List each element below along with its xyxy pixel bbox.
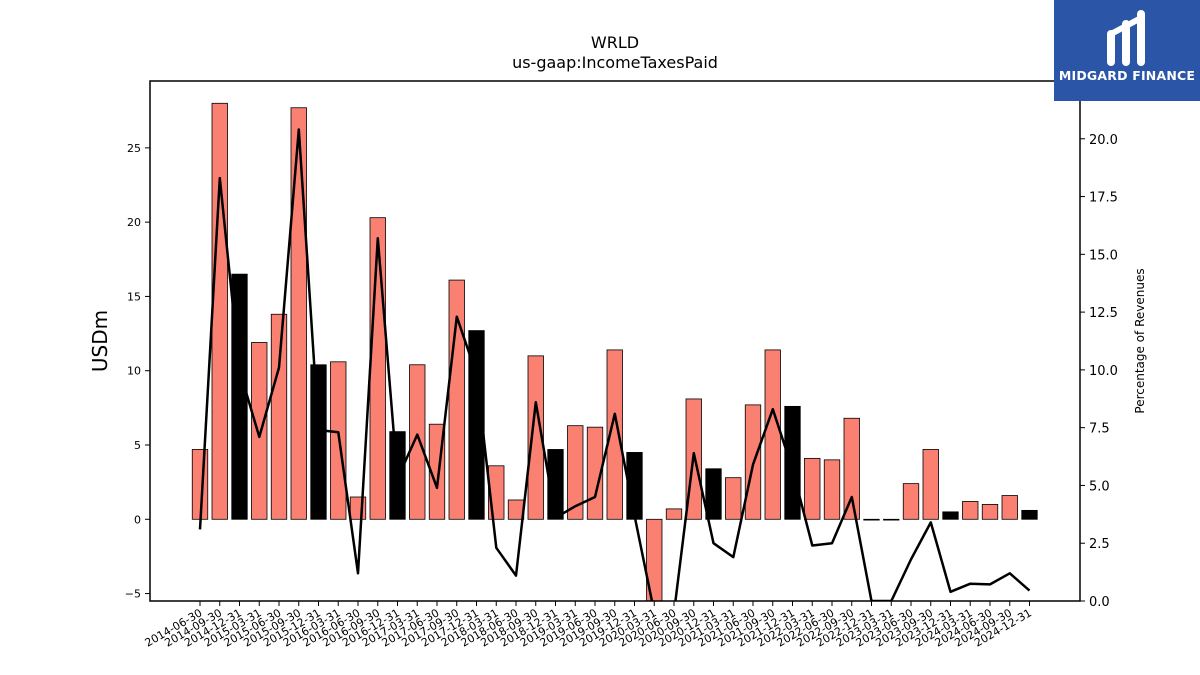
logo-text: MIDGARD FINANCE [1058,68,1196,83]
y-tick-label: 0 [134,513,141,526]
plot-frame [149,80,1081,602]
y2-tick-label: 10.0 [1089,364,1118,379]
y2-tick-label: 15.0 [1089,248,1118,263]
bar [290,107,307,520]
bar [902,483,920,520]
bar [863,518,880,521]
y2-tick-label: 5.0 [1089,479,1110,494]
bar [1021,509,1038,520]
bar [606,349,623,520]
y-tick-label: 10 [127,365,141,378]
bar [369,217,386,520]
y2-tick-label: 2.5 [1089,537,1110,552]
bar [468,330,485,520]
bar [310,364,327,520]
bar [725,477,742,520]
percentage-line-series [198,128,1031,601]
midgard-logo-icon [1107,10,1145,66]
bar [251,342,268,520]
bar [409,364,426,520]
x-axis: 2014-06-302014-09-302014-12-312015-03-31… [143,601,1034,650]
bar [922,449,939,520]
bar [270,313,288,520]
y-tick-label: 5 [134,439,141,452]
y-axis-label: USDm [88,310,112,372]
bar [665,508,683,520]
y-tick-label: 20 [127,216,141,229]
y-tick-label: 25 [127,142,141,155]
y2-tick-label: 17.5 [1089,191,1118,206]
bar [804,457,821,520]
bar [962,501,979,520]
bar [843,417,860,520]
bar [764,349,781,520]
y2-axis-label: Percentage of Revenues [1133,268,1147,413]
y-tick-label: 15 [127,290,141,303]
y-axis-right: 0.0 2.5 5.0 7.5 10.0 12.5 15.0 17.5 20.0 [1080,133,1118,610]
bar-series [191,102,1038,602]
y2-tick-label: 7.5 [1089,422,1110,437]
y-axis-left: −5 0 5 10 15 20 25 [125,142,150,601]
bar [705,468,722,520]
bar [1001,495,1018,520]
bar [823,459,841,520]
bar [586,426,604,520]
bar [784,405,801,520]
chart-subtitle: us-gaap:IncomeTaxesPaid [512,53,718,72]
bar [507,499,525,520]
bar [883,518,900,521]
bar [981,504,999,520]
bar [567,425,584,520]
y2-tick-label: 0.0 [1089,595,1110,610]
y2-tick-label: 20.0 [1089,133,1118,148]
y-tick-label: −5 [125,588,141,601]
chart-title: WRLD [591,33,639,52]
percentage-line [198,128,1031,601]
midgard-finance-logo: MIDGARD FINANCE [1054,0,1200,101]
bar [527,355,544,520]
bar [942,511,959,520]
bar [211,102,228,520]
y2-tick-label: 12.5 [1089,306,1118,321]
